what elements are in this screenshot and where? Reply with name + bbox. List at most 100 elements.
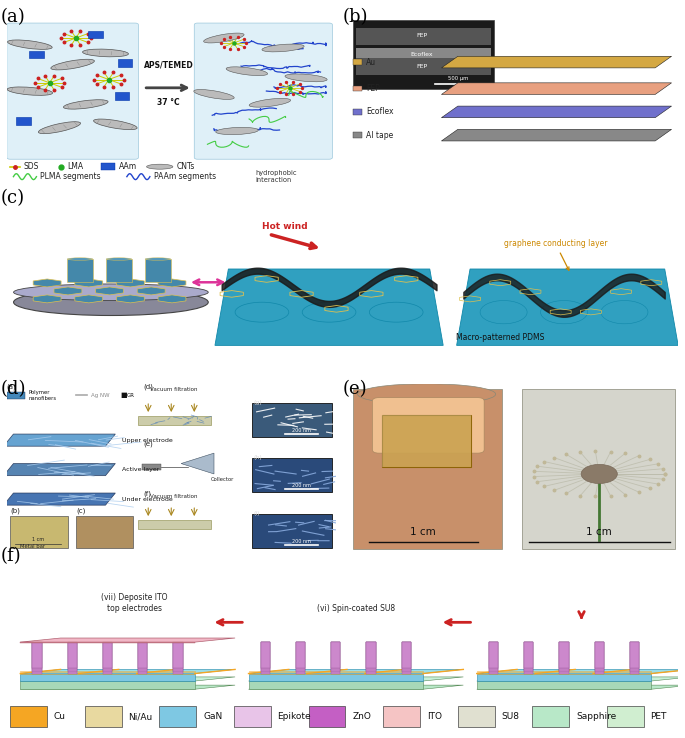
Bar [630,642,639,669]
Ellipse shape [601,300,648,324]
Bar [68,642,77,669]
Bar [356,48,490,61]
Bar [524,642,534,671]
Polygon shape [21,642,195,644]
FancyBboxPatch shape [7,23,138,159]
Bar [138,641,147,668]
Bar [524,642,534,672]
Bar [173,642,183,674]
Bar [366,642,376,674]
Bar [560,642,569,672]
Ellipse shape [302,303,356,322]
Text: PAAm segments: PAAm segments [154,172,216,181]
Bar [356,58,490,75]
Polygon shape [477,685,685,689]
Text: FEP: FEP [416,33,427,38]
Polygon shape [3,463,115,476]
Bar [76,516,134,548]
Text: 1 cm: 1 cm [32,537,44,542]
Bar [68,642,77,671]
Ellipse shape [106,258,132,261]
Bar [32,642,42,674]
Text: Sapphire: Sapphire [576,712,616,721]
Bar [630,642,639,672]
Text: (a): (a) [0,8,25,26]
Bar [489,642,498,672]
Bar [138,642,147,672]
Polygon shape [215,269,443,345]
Polygon shape [249,677,463,681]
Bar [366,642,376,671]
Ellipse shape [358,384,496,404]
Text: 37 °C: 37 °C [158,97,180,107]
Text: (h): (h) [253,455,262,461]
Text: LMA: LMA [68,162,84,171]
Bar [103,641,112,668]
Text: (g): (g) [253,400,262,404]
Bar [296,642,306,672]
Bar [138,642,147,674]
Bar [142,463,162,471]
Text: (e): (e) [342,380,367,399]
Text: (b): (b) [10,508,20,514]
Bar [10,516,68,548]
Bar [32,642,42,671]
Text: (vii) Deposite ITO
top electrodes: (vii) Deposite ITO top electrodes [101,593,168,613]
Text: (d): (d) [143,383,153,390]
Ellipse shape [38,122,81,134]
Polygon shape [3,493,115,505]
Bar [234,706,271,727]
Bar [138,415,211,425]
Polygon shape [249,674,423,681]
Bar [173,642,183,672]
FancyBboxPatch shape [195,23,332,159]
Polygon shape [181,453,214,474]
Text: (d): (d) [0,380,26,399]
Bar [10,706,47,727]
Text: 200 nm: 200 nm [292,539,310,544]
Bar [401,642,411,674]
Text: ZnO: ZnO [352,712,371,721]
Ellipse shape [216,128,258,134]
Text: GR: GR [127,393,135,398]
Bar [103,642,112,674]
Text: Collector: Collector [211,477,234,482]
Polygon shape [21,674,195,681]
Bar [560,641,569,668]
Polygon shape [441,106,671,117]
Text: hydrophobic
interaction: hydrophobic interaction [255,170,297,183]
Text: (f): (f) [0,548,21,565]
Polygon shape [477,677,685,681]
Text: (i): (i) [253,511,260,516]
Bar [103,642,112,669]
Bar [524,642,534,669]
Bar [173,642,183,669]
Bar [296,641,306,668]
Ellipse shape [145,258,171,261]
Polygon shape [249,685,463,689]
Text: 500 μm: 500 μm [448,76,468,81]
Text: 1 cm: 1 cm [410,527,436,537]
Text: (a): (a) [7,384,16,390]
Bar [331,642,340,672]
Bar [489,642,498,671]
Ellipse shape [203,33,244,43]
Bar [173,641,183,668]
Bar [32,642,42,672]
Bar [524,641,534,668]
Bar [252,458,332,492]
Polygon shape [441,56,671,68]
Bar [145,259,171,282]
Bar [160,706,197,727]
Ellipse shape [83,49,128,57]
Ellipse shape [194,89,234,100]
Polygon shape [21,685,235,689]
Polygon shape [21,669,235,674]
Text: Al tape: Al tape [366,131,393,139]
Ellipse shape [14,289,208,316]
Bar [106,259,132,282]
Ellipse shape [67,258,92,261]
Text: (f): (f) [143,491,151,497]
Bar [595,642,604,672]
Bar [85,706,122,727]
